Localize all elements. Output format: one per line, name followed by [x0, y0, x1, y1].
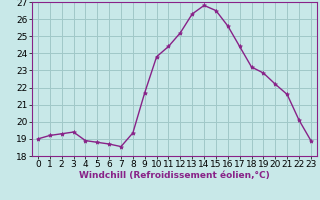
X-axis label: Windchill (Refroidissement éolien,°C): Windchill (Refroidissement éolien,°C): [79, 171, 270, 180]
